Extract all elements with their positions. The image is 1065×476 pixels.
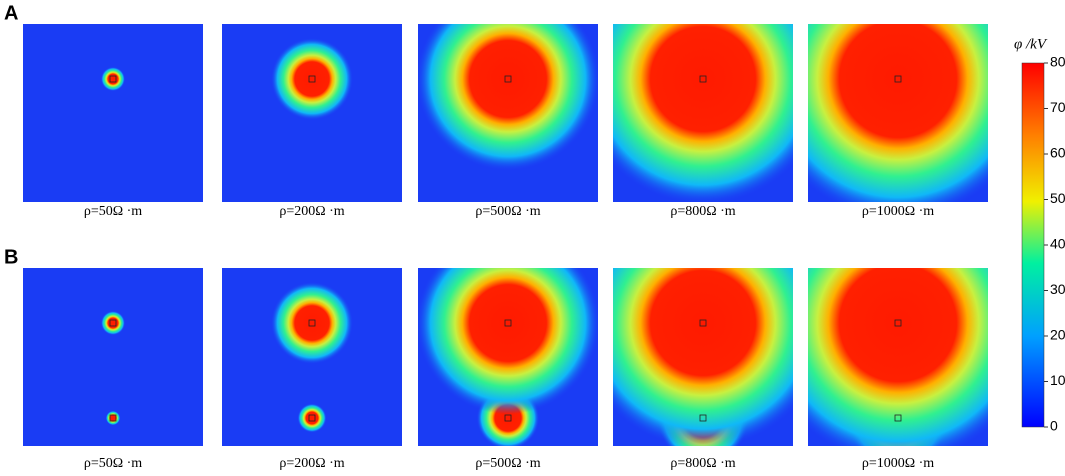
electrode (894, 414, 902, 422)
panel-label: B (4, 246, 18, 268)
electrode (699, 319, 707, 327)
caption: ρ=800Ω ·m (670, 456, 735, 471)
electrode (894, 319, 902, 327)
upper-source (271, 38, 353, 120)
panel-content (23, 268, 203, 446)
caption: ρ=50Ω ·m (84, 456, 142, 471)
panel-label: A (4, 2, 18, 24)
caption: ρ=500Ω ·m (475, 204, 540, 219)
colorbar-tick-label: 20 (1050, 327, 1065, 343)
upper-source (613, 24, 793, 202)
colorbar-tick-label: 0 (1050, 418, 1058, 434)
panel (808, 24, 988, 202)
caption: ρ=1000Ω ·m (862, 456, 934, 471)
electrode (699, 75, 707, 83)
lower-source (105, 410, 121, 426)
upper-source (613, 268, 793, 446)
electrode (894, 75, 902, 83)
upper-source (101, 67, 125, 91)
caption: ρ=50Ω ·m (84, 204, 142, 219)
panel (613, 24, 793, 202)
electrode (109, 319, 117, 327)
panel-content (808, 268, 988, 446)
panel-content (418, 24, 598, 202)
caption: ρ=800Ω ·m (670, 204, 735, 219)
colorbar-tick-label: 70 (1050, 99, 1065, 115)
lower-source (297, 403, 327, 433)
panel (418, 268, 598, 446)
panel-content (418, 268, 598, 446)
electrode (109, 75, 117, 83)
colorbar-tick-label: 60 (1050, 145, 1065, 161)
panel-content (23, 24, 203, 202)
panel (613, 268, 793, 446)
panel (222, 24, 402, 202)
panel (23, 268, 203, 446)
colorbar-tick-label: 30 (1050, 281, 1065, 297)
upper-source (101, 311, 125, 335)
panel-content (808, 24, 988, 202)
upper-source (418, 24, 598, 171)
panel-content (613, 268, 793, 446)
upper-source (418, 268, 598, 415)
panel (808, 268, 988, 446)
colorbar (1021, 62, 1045, 428)
electrode (504, 75, 512, 83)
electrode (109, 414, 117, 422)
upper-source (271, 282, 353, 364)
caption: ρ=1000Ω ·m (862, 204, 934, 219)
electrode (308, 75, 316, 83)
panel-content (222, 268, 402, 446)
panel (222, 268, 402, 446)
electrode (308, 414, 316, 422)
panel-bg (23, 24, 203, 202)
upper-source (808, 268, 988, 446)
caption: ρ=200Ω ·m (279, 456, 344, 471)
panel-content (613, 24, 793, 202)
colorbar-tick-label: 50 (1050, 190, 1065, 206)
panel-content (222, 24, 402, 202)
electrode (504, 414, 512, 422)
caption: ρ=200Ω ·m (279, 204, 344, 219)
upper-source (808, 24, 988, 202)
caption: ρ=500Ω ·m (475, 456, 540, 471)
electrode (699, 414, 707, 422)
colorbar-tick-label: 40 (1050, 236, 1065, 252)
colorbar-title: φ /kV (1014, 36, 1048, 52)
panel (418, 24, 598, 202)
electrode (504, 319, 512, 327)
colorbar-tick-label: 10 (1050, 372, 1065, 388)
colorbar-tick-label: 80 (1050, 54, 1065, 70)
panel (23, 24, 203, 202)
electrode (308, 319, 316, 327)
